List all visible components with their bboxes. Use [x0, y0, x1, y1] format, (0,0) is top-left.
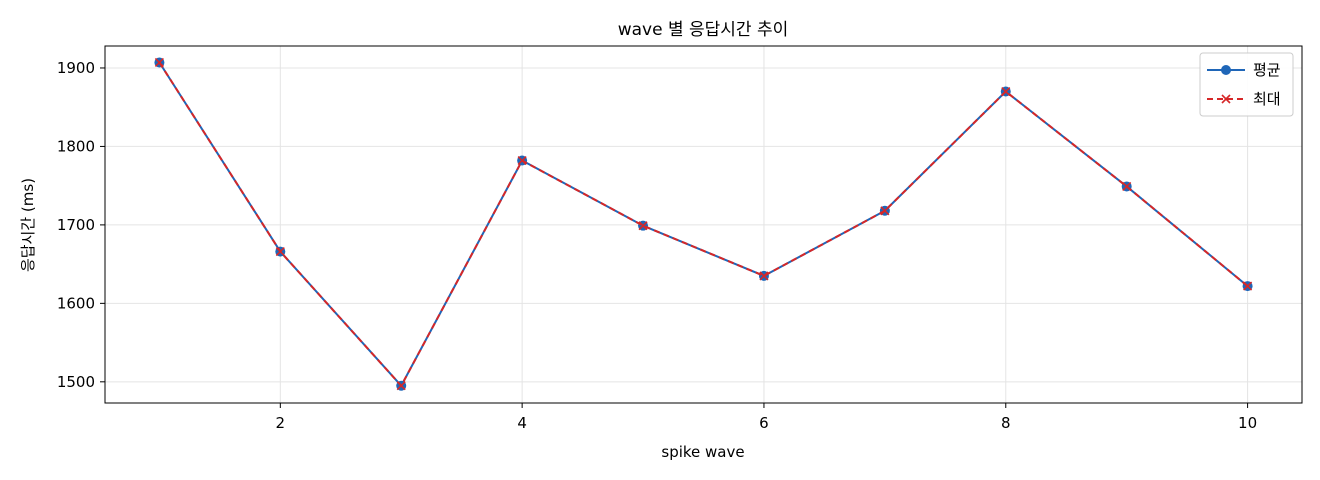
y-tick-label: 1700: [57, 216, 95, 234]
marker-stroke: [1001, 86, 1011, 97]
marker-stroke: [638, 221, 648, 231]
data-point: [1243, 281, 1253, 291]
marker-stroke: [1243, 281, 1253, 291]
data-point: [880, 206, 890, 216]
y-axis-label: 응답시간 (ms): [19, 178, 37, 272]
grid: [105, 46, 1302, 403]
series-1: [154, 57, 1253, 391]
x-tick-label: 4: [517, 414, 527, 432]
marker-stroke: [759, 271, 769, 281]
y-tick-label: 1900: [57, 59, 95, 77]
legend-item: 최대: [1207, 90, 1281, 108]
ticks: 2 4 6 8 10 1500 1600 1700 1800 1900: [57, 59, 1257, 432]
marker-stroke: [517, 155, 527, 166]
x-axis-label: spike wave: [661, 443, 744, 461]
data-point: [396, 381, 406, 391]
x-tick-label: 6: [759, 414, 769, 432]
data-point: [638, 221, 648, 231]
marker-stroke: [880, 206, 890, 216]
legend-label: 평균: [1253, 61, 1281, 79]
series-line: [158, 61, 1249, 387]
x-tick-label: 8: [1001, 414, 1011, 432]
marker-stroke: [396, 381, 406, 391]
legend-label: 최대: [1253, 90, 1281, 108]
data-point: [1122, 181, 1132, 192]
x-tick-label: 2: [276, 414, 286, 432]
marker-stroke: [275, 247, 285, 257]
series-2: [154, 57, 1253, 391]
data-point: [275, 247, 285, 257]
data-point: [517, 155, 527, 166]
data-point: [154, 57, 164, 68]
y-tick-label: 1500: [57, 373, 95, 391]
series-layer: [154, 57, 1253, 391]
chart-title: wave 별 응답시간 추이: [618, 20, 789, 40]
series-line: [158, 61, 1249, 387]
legend-marker: [1221, 65, 1231, 75]
marker-stroke: [1221, 94, 1231, 104]
y-tick-label: 1800: [57, 137, 95, 155]
legend-item: 평균: [1207, 61, 1281, 79]
x-tick-label: 10: [1238, 414, 1257, 432]
data-point: [759, 271, 769, 281]
data-point: [1001, 86, 1011, 97]
marker-stroke: [1122, 181, 1132, 192]
y-tick-label: 1600: [57, 294, 95, 312]
marker-stroke: [154, 57, 164, 68]
legend-marker: [1221, 94, 1231, 104]
